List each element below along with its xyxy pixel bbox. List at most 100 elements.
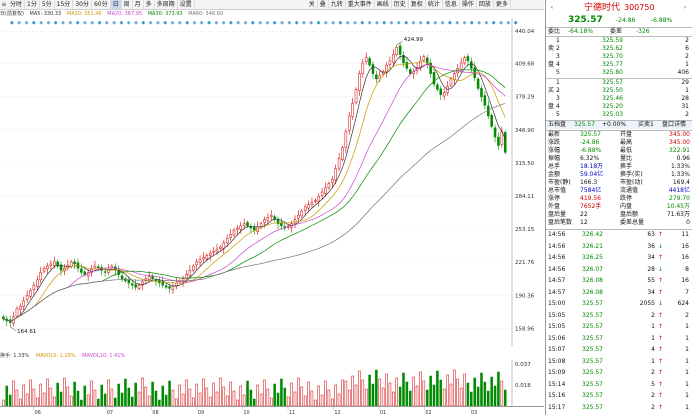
period-button-multi[interactable]: 多 [144,0,155,9]
tab-five-level[interactable]: 五档盘 [548,121,567,128]
event-marker-icon[interactable]: ◆ [236,20,240,26]
tool-button-6[interactable]: 历史 [392,0,409,9]
back-icon[interactable]: ‹ [550,4,554,11]
tool-button-3[interactable]: 九转 [329,0,346,9]
tool-button-8[interactable]: 统计 [426,0,443,9]
event-marker-icon[interactable]: ◆ [178,20,182,26]
event-marker-icon[interactable]: ◆ [492,20,496,26]
event-marker-icon[interactable]: ◆ [353,20,357,26]
event-marker-icon[interactable]: ◆ [324,20,328,26]
settings-button[interactable]: 设置 [178,0,195,9]
tab-detail[interactable]: 盘口详情 [662,121,687,128]
event-marker-icon[interactable]: ◆ [273,20,277,26]
event-marker-icon[interactable]: ◆ [463,20,467,26]
event-marker-icon[interactable]: ◆ [105,20,109,26]
event-marker-icon[interactable]: ◆ [266,20,270,26]
tool-button-4[interactable]: 重大事件 [346,0,375,9]
event-marker-icon[interactable]: ◆ [141,20,145,26]
event-marker-icon[interactable]: ◆ [477,20,481,26]
tab-buy-sell[interactable]: 买卖1 [638,121,654,128]
event-marker-icon[interactable]: ◆ [295,20,299,26]
event-marker-icon[interactable]: ◆ [309,20,313,26]
period-button-5[interactable]: 30分 [73,0,92,9]
event-marker-icon[interactable]: ◆ [32,20,36,26]
buy-level[interactable]: 5 325.03 2 [546,111,692,119]
buy-level[interactable]: 1 325.57 29 [546,79,692,87]
sell-level[interactable]: 4 325.77 1 [546,61,692,69]
sell-level[interactable]: 3 325.70 2 [546,53,692,61]
event-marker-icon[interactable]: ◆ [163,20,167,26]
event-marker-icon[interactable]: ◆ [506,20,510,26]
event-marker-icon[interactable]: ◆ [426,20,430,26]
event-marker-icon[interactable]: ◆ [339,20,343,26]
event-marker-icon[interactable]: ◆ [448,20,452,26]
event-marker-icon[interactable]: ◆ [368,20,372,26]
event-marker-icon[interactable]: ◆ [244,20,248,26]
sell-level[interactable]: 1 325.59 2 [546,37,692,45]
period-button-2[interactable]: 1分 [25,0,40,9]
event-marker-icon[interactable]: ◆ [331,20,335,26]
tool-button-11[interactable]: 回放 [477,0,494,9]
event-marker-icon[interactable]: ◆ [156,20,160,26]
event-marker-icon[interactable]: ◆ [229,20,233,26]
event-marker-icon[interactable]: ◆ [433,20,437,26]
event-marker-icon[interactable]: ◆ [200,20,204,26]
forward-icon[interactable]: › [683,4,687,11]
event-marker-icon[interactable]: ◆ [149,20,153,26]
menu-icon[interactable]: ≡ [1,0,7,8]
event-marker-icon[interactable]: ◆ [171,20,175,26]
event-marker-icon[interactable]: ◆ [61,20,65,26]
event-marker-icon[interactable]: ◆ [360,20,364,26]
event-marker-icon[interactable]: ◆ [83,20,87,26]
event-marker-icon[interactable]: ◆ [397,20,401,26]
tool-button-2[interactable]: 叠 [318,0,329,9]
event-marker-icon[interactable]: ◆ [382,20,386,26]
tool-button-10[interactable]: 操作 [460,0,477,9]
event-marker-icon[interactable]: ◆ [47,20,51,26]
buy-level[interactable]: 4 325.20 31 [546,103,692,111]
event-marker-icon[interactable]: ◆ [207,20,211,26]
tool-button-7[interactable]: 复权 [409,0,426,9]
tool-button-5[interactable]: 画线 [375,0,392,9]
period-button-3[interactable]: 5分 [40,0,55,9]
event-marker-icon[interactable]: ◆ [280,20,284,26]
tool-button-1[interactable]: 关 [307,0,318,9]
tool-button-9[interactable]: 信息 [443,0,460,9]
period-button-4[interactable]: 15分 [55,0,74,9]
event-marker-icon[interactable]: ◆ [98,20,102,26]
period-button-day[interactable]: 日 [110,0,122,9]
event-marker-icon[interactable]: ◆ [346,20,350,26]
event-marker-icon[interactable]: ◆ [39,20,43,26]
event-marker-icon[interactable]: ◆ [302,20,306,26]
sell-level[interactable]: 5 325.80 406 [546,69,692,77]
event-marker-icon[interactable]: ◆ [455,20,459,26]
event-marker-icon[interactable]: ◆ [485,20,489,26]
period-button-week[interactable]: 周 [122,0,133,9]
event-marker-icon[interactable]: ◆ [185,20,189,26]
event-marker-icon[interactable]: ◆ [134,20,138,26]
event-marker-icon[interactable]: ◆ [193,20,197,26]
event-marker-icon[interactable]: ◆ [251,20,255,26]
event-marker-icon[interactable]: ◆ [222,20,226,26]
event-marker-icon[interactable]: ◆ [375,20,379,26]
event-marker-icon[interactable]: ◆ [10,20,14,26]
buy-level[interactable]: 3 325.46 28 [546,95,692,103]
event-marker-icon[interactable]: ◆ [120,20,124,26]
event-marker-icon[interactable]: ◆ [258,20,262,26]
period-button-month[interactable]: 月 [133,0,144,9]
sell-level[interactable]: 2 325.62 6 [546,45,692,53]
event-marker-icon[interactable]: ◆ [419,20,423,26]
event-marker-icon[interactable]: ◆ [412,20,416,26]
event-marker-icon[interactable]: ◆ [214,20,218,26]
period-button-1[interactable]: 分时 [8,0,26,9]
volume-chart[interactable]: 0.037 0.018 [0,360,544,406]
event-marker-icon[interactable]: ◆ [404,20,408,26]
buy-level[interactable]: 2 325.50 1 [546,87,692,95]
event-marker-icon[interactable]: ◆ [90,20,94,26]
event-marker-icon[interactable]: ◆ [25,20,29,26]
event-marker-icon[interactable]: ◆ [76,20,80,26]
tool-button-12[interactable]: 更多 [494,0,511,9]
event-marker-icon[interactable]: ◆ [470,20,474,26]
event-marker-icon[interactable]: ◆ [112,20,116,26]
event-marker-icon[interactable]: ◆ [317,20,321,26]
